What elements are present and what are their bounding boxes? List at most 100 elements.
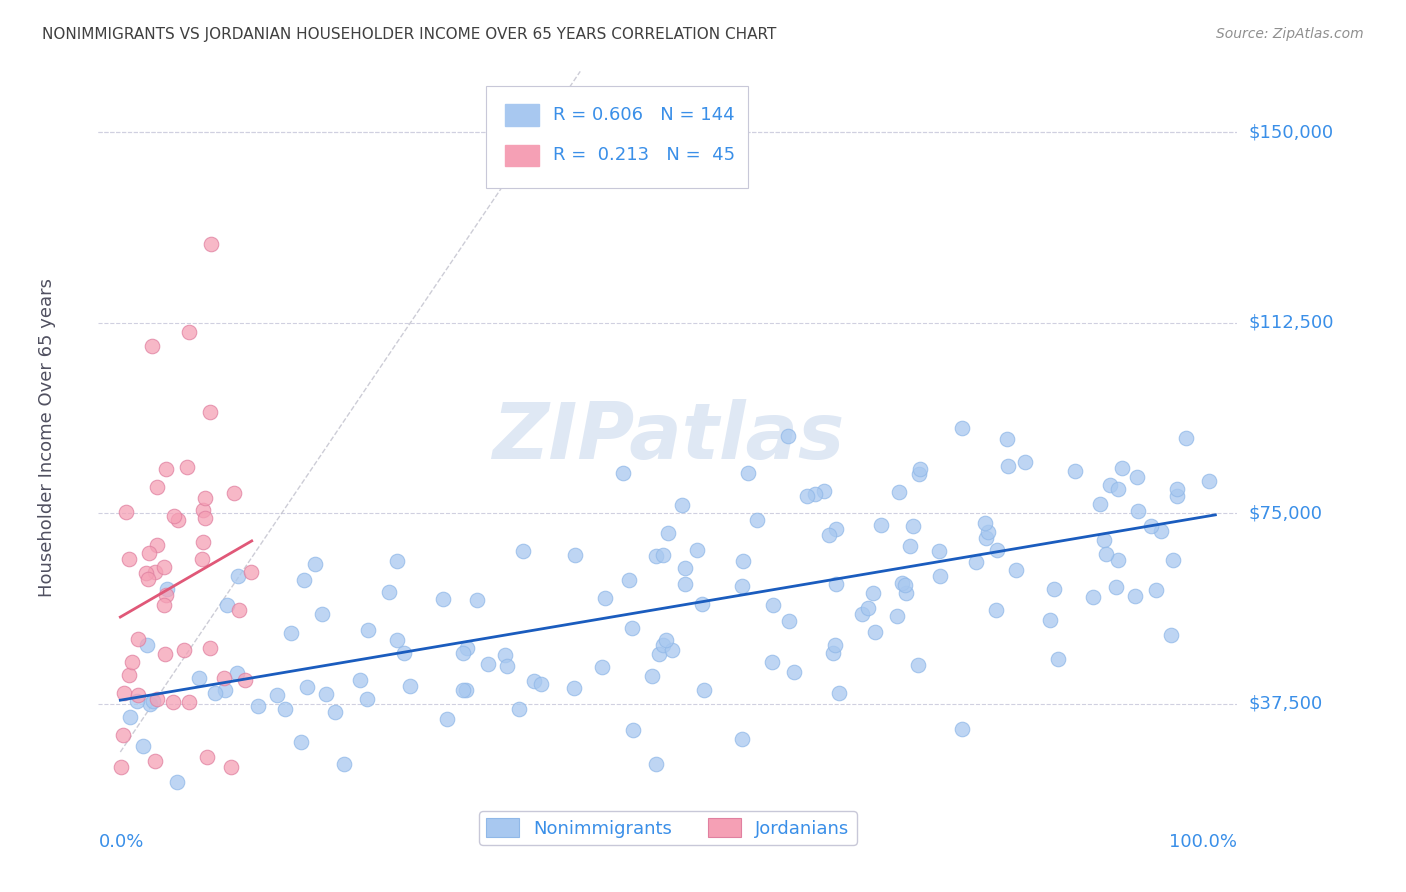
- Point: [645, 756, 668, 771]
- Point: [929, 569, 952, 583]
- FancyBboxPatch shape: [505, 104, 538, 127]
- Point: [894, 585, 917, 599]
- Point: [887, 484, 910, 499]
- Point: [127, 632, 149, 647]
- Point: [357, 624, 380, 638]
- Point: [214, 683, 236, 698]
- Text: $150,000: $150,000: [1249, 123, 1333, 141]
- Point: [118, 710, 141, 724]
- Point: [731, 554, 754, 568]
- Point: [315, 688, 337, 702]
- Point: [612, 466, 634, 480]
- Point: [377, 585, 399, 599]
- Point: [685, 543, 707, 558]
- Point: [661, 643, 683, 657]
- Legend: Nonimmigrants, Jordanians: Nonimmigrants, Jordanians: [479, 811, 856, 845]
- Point: [976, 531, 998, 545]
- Point: [1095, 547, 1118, 561]
- Point: [1107, 482, 1129, 496]
- Point: [901, 518, 924, 533]
- Point: [156, 582, 179, 596]
- Point: [166, 775, 188, 789]
- Point: [762, 598, 785, 612]
- Point: [323, 705, 346, 719]
- Point: [177, 694, 200, 708]
- Point: [179, 326, 201, 340]
- Point: [851, 607, 873, 621]
- Point: [225, 666, 247, 681]
- Point: [477, 657, 499, 671]
- Point: [984, 603, 1007, 617]
- Point: [928, 544, 950, 558]
- Point: [645, 549, 668, 563]
- Point: [673, 576, 696, 591]
- Text: $112,500: $112,500: [1249, 314, 1334, 332]
- Point: [641, 669, 664, 683]
- Point: [966, 555, 988, 569]
- Point: [693, 682, 716, 697]
- Point: [891, 576, 914, 591]
- Point: [153, 647, 176, 661]
- Point: [212, 671, 235, 685]
- Point: [898, 539, 921, 553]
- Point: [135, 566, 157, 580]
- Point: [803, 487, 825, 501]
- Point: [194, 491, 217, 506]
- Point: [191, 552, 214, 566]
- Point: [451, 646, 474, 660]
- Point: [138, 546, 160, 560]
- Point: [204, 685, 226, 699]
- Point: [862, 586, 884, 600]
- Point: [673, 561, 696, 575]
- Point: [142, 694, 165, 708]
- Point: [651, 549, 673, 563]
- Point: [973, 516, 995, 530]
- Point: [657, 526, 679, 541]
- Point: [451, 682, 474, 697]
- Point: [222, 485, 245, 500]
- Point: [198, 405, 221, 419]
- Point: [621, 621, 644, 635]
- Point: [385, 633, 408, 648]
- Point: [239, 565, 262, 579]
- Point: [977, 525, 1000, 540]
- Point: [145, 754, 167, 768]
- Point: [193, 502, 215, 516]
- Point: [1175, 431, 1198, 445]
- Point: [761, 655, 783, 669]
- Point: [454, 683, 477, 698]
- Point: [621, 723, 644, 737]
- Text: Source: ZipAtlas.com: Source: ZipAtlas.com: [1216, 27, 1364, 41]
- Point: [856, 600, 879, 615]
- Point: [138, 698, 160, 712]
- Point: [828, 686, 851, 700]
- Point: [737, 466, 759, 480]
- Point: [118, 667, 141, 681]
- Point: [1198, 474, 1220, 488]
- Point: [1047, 652, 1070, 666]
- Point: [562, 681, 585, 696]
- Point: [1098, 478, 1121, 492]
- Point: [114, 505, 136, 519]
- Point: [173, 642, 195, 657]
- Point: [141, 338, 163, 352]
- Point: [110, 760, 132, 774]
- Text: $75,000: $75,000: [1249, 504, 1323, 523]
- Point: [1064, 464, 1087, 478]
- Point: [162, 694, 184, 708]
- Point: [153, 598, 176, 612]
- Text: R =  0.213   N =  45: R = 0.213 N = 45: [553, 146, 735, 164]
- Point: [349, 673, 371, 687]
- Point: [200, 237, 222, 252]
- Point: [138, 572, 160, 586]
- FancyBboxPatch shape: [505, 145, 538, 167]
- Point: [778, 614, 800, 628]
- Text: NONIMMIGRANTS VS JORDANIAN HOUSEHOLDER INCOME OVER 65 YEARS CORRELATION CHART: NONIMMIGRANTS VS JORDANIAN HOUSEHOLDER I…: [42, 27, 776, 42]
- Point: [783, 665, 806, 679]
- Point: [311, 607, 333, 622]
- Point: [908, 467, 931, 482]
- Point: [152, 560, 174, 574]
- Point: [869, 518, 891, 533]
- Point: [508, 702, 530, 716]
- Point: [167, 513, 190, 527]
